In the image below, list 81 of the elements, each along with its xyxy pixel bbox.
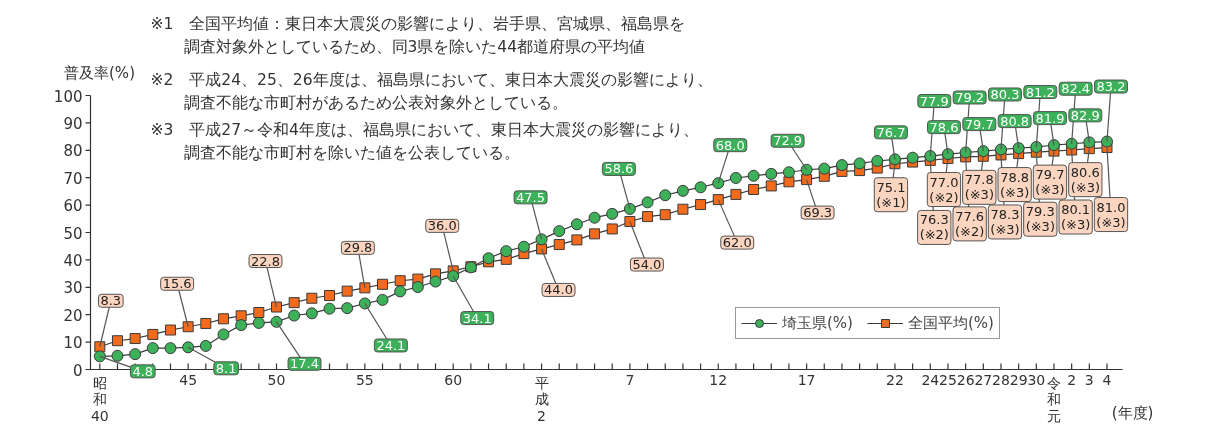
data-label: 80.6 (※3) [1070,164,1100,195]
x-tick-label: 27 [974,371,993,388]
x-tick-label: 7 [625,371,635,388]
y-tick-label: 20 [63,306,83,325]
data-label: 79.3 (※3) [1025,204,1055,235]
data-label: 15.6 [162,276,192,292]
data-label: 78.3 (※3) [990,206,1020,237]
x-tick-label: 平成2 [534,374,549,425]
legend-label: 全国平均(%) [907,313,994,333]
data-label: 58.6 [604,161,634,177]
annotation: ※2 平成24、25、26年度は、福島県において、東日本大震災の影響により、調査不能な市町村があるため公表対象外としている。 [150,70,713,112]
x-tick-label: 55 [355,371,374,388]
data-label: 77.8 (※3) [964,172,994,203]
data-label: 82.4 [1061,81,1091,97]
x-tick-label: 50 [267,371,286,388]
data-label: 76.3 (※2) [919,212,949,243]
data-label: 82.9 [1070,107,1100,123]
x-tick-label: 22 [886,371,904,388]
x-tick-label: 17 [797,371,816,388]
data-label: 8.3 [100,293,122,309]
data-label: 81.2 [1025,84,1055,100]
data-label: 29.8 [343,240,373,256]
data-label: 80.8 [1000,113,1030,129]
data-label: 77.9 [919,93,949,109]
data-label: 78.6 [929,119,959,135]
x-tick-label: 28 [992,371,1010,388]
y-tick-label: 100 [53,87,83,106]
data-label: 80.3 [990,86,1020,102]
x-tick-label: 60 [444,371,463,388]
y-axis-title: 普及率(%) [64,63,135,82]
data-label: 68.0 [715,137,745,153]
data-label: 62.0 [722,235,752,251]
data-label: 81.0 (※3) [1096,199,1126,230]
data-label: 4.8 [132,363,154,379]
x-tick-label: 26 [956,371,975,388]
x-axis-title: (年度) [1111,403,1154,422]
y-tick-label: 60 [63,197,83,216]
data-label: 76.7 [876,124,906,140]
data-label: 17.4 [290,356,319,372]
x-tick-label: 3 [1084,371,1094,388]
x-tick-label: 4 [1102,371,1112,388]
x-tick-label: 29 [1009,371,1028,388]
data-label: 8.1 [215,360,237,376]
y-tick-label: 30 [63,279,83,298]
data-label: 22.8 [251,253,280,269]
x-tick-label: 令和元 [1046,374,1061,425]
data-label: 75.1 (※1) [876,179,906,210]
x-tick-label: 30 [1027,371,1046,388]
x-tick-label: 25 [939,371,957,388]
data-label: 77.0 (※2) [929,174,959,205]
x-tick-label: 12 [709,371,728,388]
y-tick-label: 40 [63,251,83,270]
y-tick-label: 70 [63,169,83,188]
data-label: 44.0 [544,282,574,298]
y-tick-label: 90 [63,114,83,133]
data-label: 54.0 [632,257,662,273]
data-label: 80.1 (※3) [1061,202,1091,233]
legend-label: 埼玉県(%) [782,313,853,333]
x-tick-label: 45 [179,371,198,388]
data-label: 79.7 (※3) [1035,167,1065,198]
data-label: 79.2 [955,89,985,105]
data-label: 69.3 [803,205,833,221]
data-label: 79.7 [964,116,994,132]
data-label: 81.9 [1035,110,1065,126]
data-label: 24.1 [376,337,406,353]
x-tick-label: 24 [921,371,940,388]
text: ※1 全国平均値：東日本大震災の影響により、岩手県、宮城県、福島県を調査対象外としているため、同3県を除いた44都道府県の平均値 [150,14,686,56]
x-tick-label: 昭和40 [90,374,109,425]
y-tick-label: 0 [72,361,83,380]
y-tick-label: 50 [63,224,83,243]
y-tick-label: 80 [63,142,83,161]
data-label: 83.2 [1096,79,1126,95]
data-label: 77.6 (※2) [954,208,985,239]
data-label: 78.8 (※3) [999,169,1030,200]
data-label: 36.0 [427,218,457,234]
annotation: ※3 平成27～令和4年度は、福島県において、東日本大震災の影響により、調査不能な市町村を除いた値を公表している。 [150,120,699,162]
data-label: 72.9 [773,133,803,149]
data-label: 34.1 [462,310,492,326]
x-tick-label: 2 [1067,371,1077,388]
y-tick-label: 10 [63,334,83,353]
data-label: 47.5 [516,189,546,205]
